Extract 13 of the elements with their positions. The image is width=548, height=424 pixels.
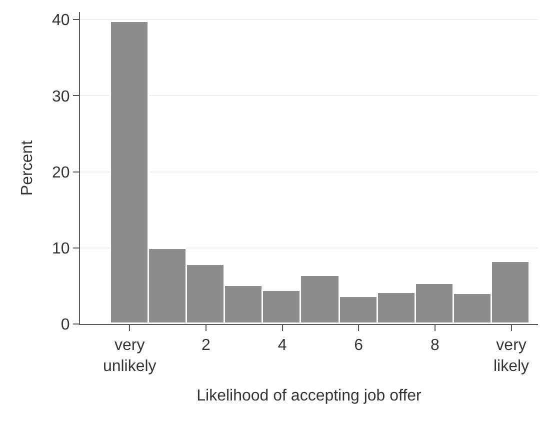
x-tick-label: very unlikely — [102, 337, 156, 375]
x-tick-label: 6 — [354, 337, 364, 354]
y-axis-title: Percent — [18, 140, 36, 196]
x-axis-title: Likelihood of accepting job offer — [196, 388, 422, 405]
y-tick-label: 10 — [52, 240, 70, 258]
y-tick-label: 30 — [52, 88, 70, 106]
x-tick-label: very likely — [494, 337, 530, 375]
x-tick-label: 8 — [430, 337, 440, 354]
y-tick-label: 0 — [60, 316, 70, 334]
y-tick-label: 40 — [52, 12, 70, 30]
x-tick-label: 4 — [278, 337, 287, 354]
x-tick-label: 2 — [201, 337, 210, 354]
y-tick-label: 20 — [52, 164, 70, 182]
